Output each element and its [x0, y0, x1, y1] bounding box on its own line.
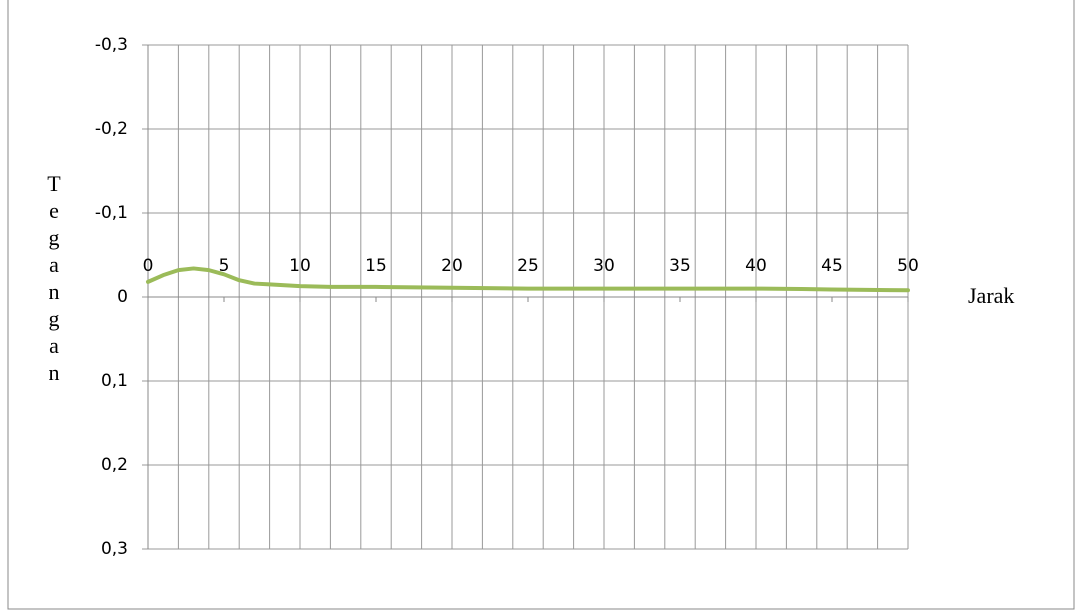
x-tick-label: 25	[517, 256, 539, 276]
y-axis-title: Tegangan	[47, 171, 61, 385]
x-tick-label: 10	[289, 256, 311, 276]
y-tick-label: -0,2	[95, 119, 128, 139]
y-tick-label: 0,2	[101, 455, 128, 475]
x-tick-label: 35	[669, 256, 691, 276]
y-tick-label: 0	[117, 287, 128, 307]
x-tick-label: 45	[821, 256, 843, 276]
chart-frame	[7, 0, 1075, 610]
y-tick-label: 0,3	[101, 539, 128, 559]
x-tick-label: 50	[897, 256, 919, 276]
x-axis-title: Jarak	[968, 283, 1014, 308]
y-tick-label: 0,1	[101, 371, 128, 391]
x-tick-label: 0	[143, 256, 154, 276]
x-tick-label: 20	[441, 256, 463, 276]
x-tick-label: 5	[219, 256, 230, 276]
x-tick-label: 15	[365, 256, 387, 276]
y-tick-label: -0,3	[95, 35, 128, 55]
x-tick-label: 30	[593, 256, 615, 276]
data-line	[146, 266, 910, 293]
x-tick-label: 40	[745, 256, 767, 276]
y-tick-label: -0,1	[95, 203, 128, 223]
